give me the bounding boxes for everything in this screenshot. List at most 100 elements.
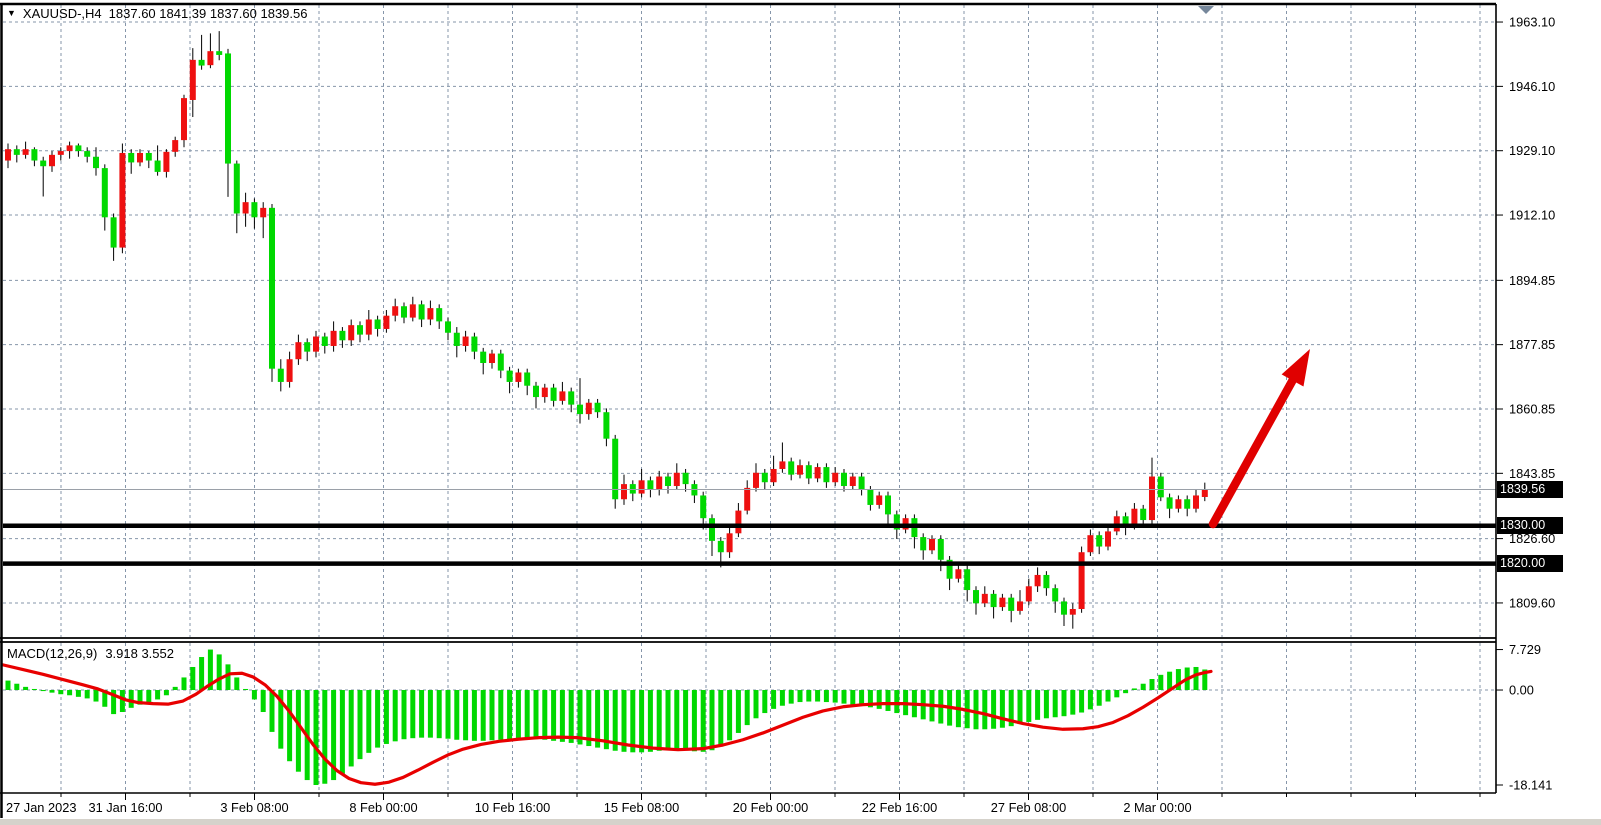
macd-histogram-bar xyxy=(656,690,662,751)
candle-bull xyxy=(1201,489,1208,497)
candle-bull xyxy=(955,569,962,579)
candle-bull xyxy=(295,342,302,360)
candle-bull xyxy=(779,461,786,469)
candle-bear xyxy=(867,489,874,505)
macd-histogram-bar xyxy=(691,690,697,752)
candle-bull xyxy=(1069,609,1076,615)
candle-bear xyxy=(524,372,531,386)
time-axis-label: 20 Feb 00:00 xyxy=(733,800,808,815)
macd-histogram-bar xyxy=(815,690,821,702)
macd-histogram-bar xyxy=(1087,690,1093,710)
trend-arrow-head[interactable] xyxy=(1281,349,1310,387)
candle-bear xyxy=(550,387,557,401)
macd-histogram-bar xyxy=(181,677,187,691)
macd-histogram-bar xyxy=(797,690,803,703)
macd-histogram-bar xyxy=(480,690,486,741)
candle-bull xyxy=(119,152,126,248)
candle-bull xyxy=(726,533,733,553)
macd-histogram-bar xyxy=(243,688,249,691)
macd-histogram-bar xyxy=(973,690,979,730)
macd-histogram-bar xyxy=(1052,690,1058,718)
candle-bear xyxy=(533,385,539,398)
macd-histogram-bar xyxy=(375,690,381,748)
candle-bull xyxy=(999,597,1006,608)
candle-bear xyxy=(445,321,451,333)
candle-bear xyxy=(577,404,583,415)
candle-bear xyxy=(805,465,812,479)
macd-histogram-bar xyxy=(1061,690,1067,717)
macd-histogram-bar xyxy=(278,690,284,749)
window-bottom-edge xyxy=(0,819,1601,825)
time-axis[interactable] xyxy=(0,794,1496,818)
macd-histogram-bar xyxy=(551,690,557,741)
candle-bear xyxy=(304,342,311,352)
macd-histogram-bar xyxy=(850,690,856,705)
candle-bear xyxy=(233,163,240,214)
macd-histogram-bar xyxy=(445,690,451,739)
macd-tick-label: 7.729 xyxy=(1509,642,1541,657)
macd-histogram-bar xyxy=(331,690,337,781)
macd-histogram-bar xyxy=(58,690,64,695)
time-axis-label: 3 Feb 08:00 xyxy=(220,800,288,815)
macd-histogram-bar xyxy=(1149,679,1155,691)
candle-bull xyxy=(1131,508,1138,526)
candle-bull xyxy=(330,330,337,346)
candle-bear xyxy=(964,569,971,591)
candle-bear xyxy=(31,149,38,161)
macd-histogram-bar xyxy=(700,690,706,752)
price-tick-label: 1877.85 xyxy=(1509,337,1555,352)
chart-plot-area[interactable] xyxy=(3,5,1496,637)
macd-histogram-bar xyxy=(991,690,997,729)
macd-histogram-bar xyxy=(762,690,768,714)
macd-histogram-bar xyxy=(401,690,407,740)
candle-bear xyxy=(858,476,865,490)
macd-histogram-bar xyxy=(392,690,398,742)
candle-bull xyxy=(929,538,935,551)
candle-bull xyxy=(981,593,988,604)
symbol-dropdown-icon[interactable]: ▼ xyxy=(7,8,16,18)
candle-bull xyxy=(365,319,372,335)
trend-arrow[interactable] xyxy=(1208,376,1297,529)
macd-histogram-bar xyxy=(727,690,733,741)
macd-signal-line xyxy=(1,663,1213,786)
macd-histogram-bar xyxy=(841,690,847,704)
macd-histogram-bar xyxy=(1167,671,1173,691)
candle-bear xyxy=(321,336,328,346)
candle-bull xyxy=(427,308,434,320)
candle-bull xyxy=(1025,586,1032,602)
macd-histogram-bar xyxy=(313,690,319,785)
macd-histogram-bar xyxy=(155,690,161,700)
macd-histogram-bar xyxy=(1096,690,1102,706)
candle-bear xyxy=(128,152,135,163)
macd-histogram-bar xyxy=(1131,688,1137,691)
macd-tick-label: -18.141 xyxy=(1509,777,1552,792)
macd-pane[interactable] xyxy=(3,643,1496,793)
macd-histogram-bar xyxy=(867,690,873,708)
price-tick-label: 1826.60 xyxy=(1509,531,1555,546)
candle-bull xyxy=(242,202,249,214)
chart-shift-marker[interactable] xyxy=(1198,6,1214,14)
candle-bull xyxy=(286,359,293,382)
macd-histogram-bar xyxy=(674,690,680,750)
candle-bull xyxy=(392,306,399,316)
candle-bull xyxy=(585,402,592,415)
candle-bull xyxy=(1087,535,1094,553)
macd-histogram-bar xyxy=(5,680,11,691)
macd-histogram-bar xyxy=(1193,666,1199,691)
price-tick-label: 1843.85 xyxy=(1509,466,1555,481)
candle-bear xyxy=(647,480,654,490)
candle-bull xyxy=(22,149,29,155)
candle-bear xyxy=(920,537,927,551)
candle-bear xyxy=(93,156,99,169)
candle-bear xyxy=(401,306,407,318)
candle-bear xyxy=(357,325,363,335)
candle-bear xyxy=(946,559,953,579)
candle-bull xyxy=(541,387,548,398)
candle-bear xyxy=(453,332,460,346)
candle-bear xyxy=(665,476,671,486)
macd-histogram-bar xyxy=(876,690,882,709)
price-axis[interactable] xyxy=(1497,4,1601,793)
macd-histogram-bar xyxy=(806,690,812,702)
macd-histogram-bar xyxy=(621,690,627,752)
macd-histogram-bar xyxy=(269,690,275,732)
